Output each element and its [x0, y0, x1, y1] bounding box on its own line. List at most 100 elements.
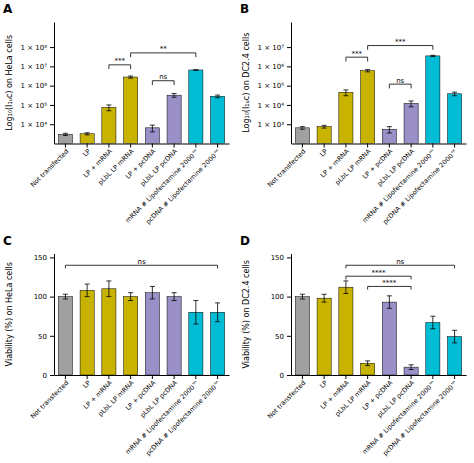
y-tick-label: 0 — [43, 372, 47, 380]
error-bar — [174, 94, 175, 98]
chart-root: 1 × 10⁴1 × 10⁵1 × 10⁶1 × 10⁷1 × 10⁸Not t… — [0, 0, 474, 463]
bar — [124, 297, 138, 375]
y-tick-mark — [50, 105, 54, 106]
y-tick: 150 — [34, 254, 54, 262]
x-tick-mark — [324, 144, 325, 148]
x-tick-mark — [108, 144, 109, 148]
x-tick: LP — [81, 375, 92, 390]
y-tick-label: 1 × 10⁶ — [258, 63, 285, 71]
x-tick: pLbL LP pcDNA — [376, 144, 417, 188]
error-cap — [63, 133, 68, 134]
x-tick-mark — [152, 144, 153, 148]
error-cap — [365, 365, 370, 366]
y-axis-title: Log₁₀(I₁ᵤᴄ) on DC2.4 cells — [242, 33, 251, 133]
x-tick-mark — [87, 144, 88, 148]
x-tick-mark — [324, 375, 325, 379]
error-cap — [106, 280, 111, 281]
y-tick-mark — [50, 124, 54, 125]
y-tick: 1 × 10³ — [258, 121, 291, 129]
x-tick-label: LP — [318, 379, 329, 390]
error-cap — [193, 300, 198, 301]
error-cap — [322, 302, 327, 303]
sig-label: *** — [395, 38, 406, 46]
error-cap — [322, 294, 327, 295]
x-tick-mark — [454, 144, 455, 148]
error-bar — [367, 361, 368, 366]
error-cap — [343, 280, 348, 281]
error-cap — [128, 292, 133, 293]
error-bar — [87, 284, 88, 297]
annotations: ns — [65, 258, 217, 269]
panel-title: B — [240, 2, 249, 16]
error-cap — [172, 300, 177, 301]
error-bar — [217, 303, 218, 322]
marks — [58, 70, 224, 144]
error-cap — [106, 110, 111, 111]
error-bar — [411, 101, 412, 107]
error-cap — [409, 106, 414, 107]
y-tick-label: 100 — [34, 293, 47, 301]
sig-label: *** — [115, 57, 126, 65]
bar — [448, 94, 462, 144]
x-tick: pcDNA # Lipofectamine 2000™ — [381, 144, 459, 226]
error-cap — [63, 298, 68, 299]
y-tick-label: 1 × 10⁷ — [258, 44, 285, 52]
error-bar — [108, 105, 109, 111]
y-tick-label: 1 × 10⁸ — [21, 44, 48, 52]
x-tick-mark — [217, 144, 218, 148]
sig-label: ns — [137, 258, 145, 266]
bar — [189, 70, 203, 144]
error-cap — [85, 134, 90, 135]
x-tick-mark — [389, 375, 390, 379]
x-tick: LP — [318, 144, 329, 159]
x-tick-label: pLbL LP mRNA — [96, 147, 136, 187]
error-cap — [106, 296, 111, 297]
x-tick-label: pLbL LP pcDNA — [139, 379, 180, 420]
y-tick: 50 — [38, 333, 54, 341]
y-axis-title: Log₁₀(I₁ᵤᴄ) on HeLa cells — [5, 35, 14, 131]
y-tick: 1 × 10⁷ — [21, 63, 54, 71]
error-cap — [215, 302, 220, 303]
y-tick: 1 × 10⁵ — [258, 82, 291, 90]
bar — [124, 77, 138, 143]
x-tick-mark — [345, 375, 346, 379]
bar — [426, 56, 440, 144]
y-axis-line — [291, 254, 292, 376]
y-tick-mark — [287, 86, 291, 87]
error-cap — [430, 55, 435, 56]
error-cap — [172, 292, 177, 293]
y-tick: 1 × 10⁸ — [21, 44, 54, 52]
y-tick-mark — [287, 124, 291, 125]
x-tick-mark — [130, 375, 131, 379]
x-tick-label: pLbL LP pcDNA — [376, 379, 417, 420]
error-cap — [452, 95, 457, 96]
x-axis-line — [55, 144, 230, 145]
y-tick-mark — [50, 86, 54, 87]
error-cap — [63, 135, 68, 136]
error-cap — [150, 125, 155, 126]
x-tick-mark — [87, 375, 88, 379]
x-tick-mark — [195, 375, 196, 379]
y-tick: 1 × 10⁶ — [258, 63, 291, 71]
error-bar — [345, 281, 346, 294]
x-tick-mark — [432, 144, 433, 148]
sig-bracket — [346, 57, 368, 61]
error-cap — [85, 284, 90, 285]
sig-label: ns — [159, 73, 167, 81]
panel: 1 × 10³1 × 10⁴1 × 10⁵1 × 10⁶1 × 10⁷Not t… — [240, 2, 467, 226]
error-cap — [343, 293, 348, 294]
error-cap — [193, 69, 198, 70]
bar — [102, 107, 116, 143]
x-tick: pcDNA # Lipofectamine 2000™ — [144, 144, 222, 226]
x-tick-label: Not transfected — [266, 379, 308, 421]
bar — [317, 127, 331, 144]
error-bar — [108, 281, 109, 297]
bar — [80, 290, 94, 375]
x-tick: Not transfected — [29, 144, 71, 189]
plot-area: 050100150Not transfectedLPLP + mRNApLbL … — [29, 254, 230, 457]
error-cap — [430, 328, 435, 329]
x-tick-mark — [65, 144, 66, 148]
x-tick-mark — [367, 144, 368, 148]
y-axis-line — [291, 23, 292, 145]
x-tick: Not transfected — [266, 144, 308, 189]
